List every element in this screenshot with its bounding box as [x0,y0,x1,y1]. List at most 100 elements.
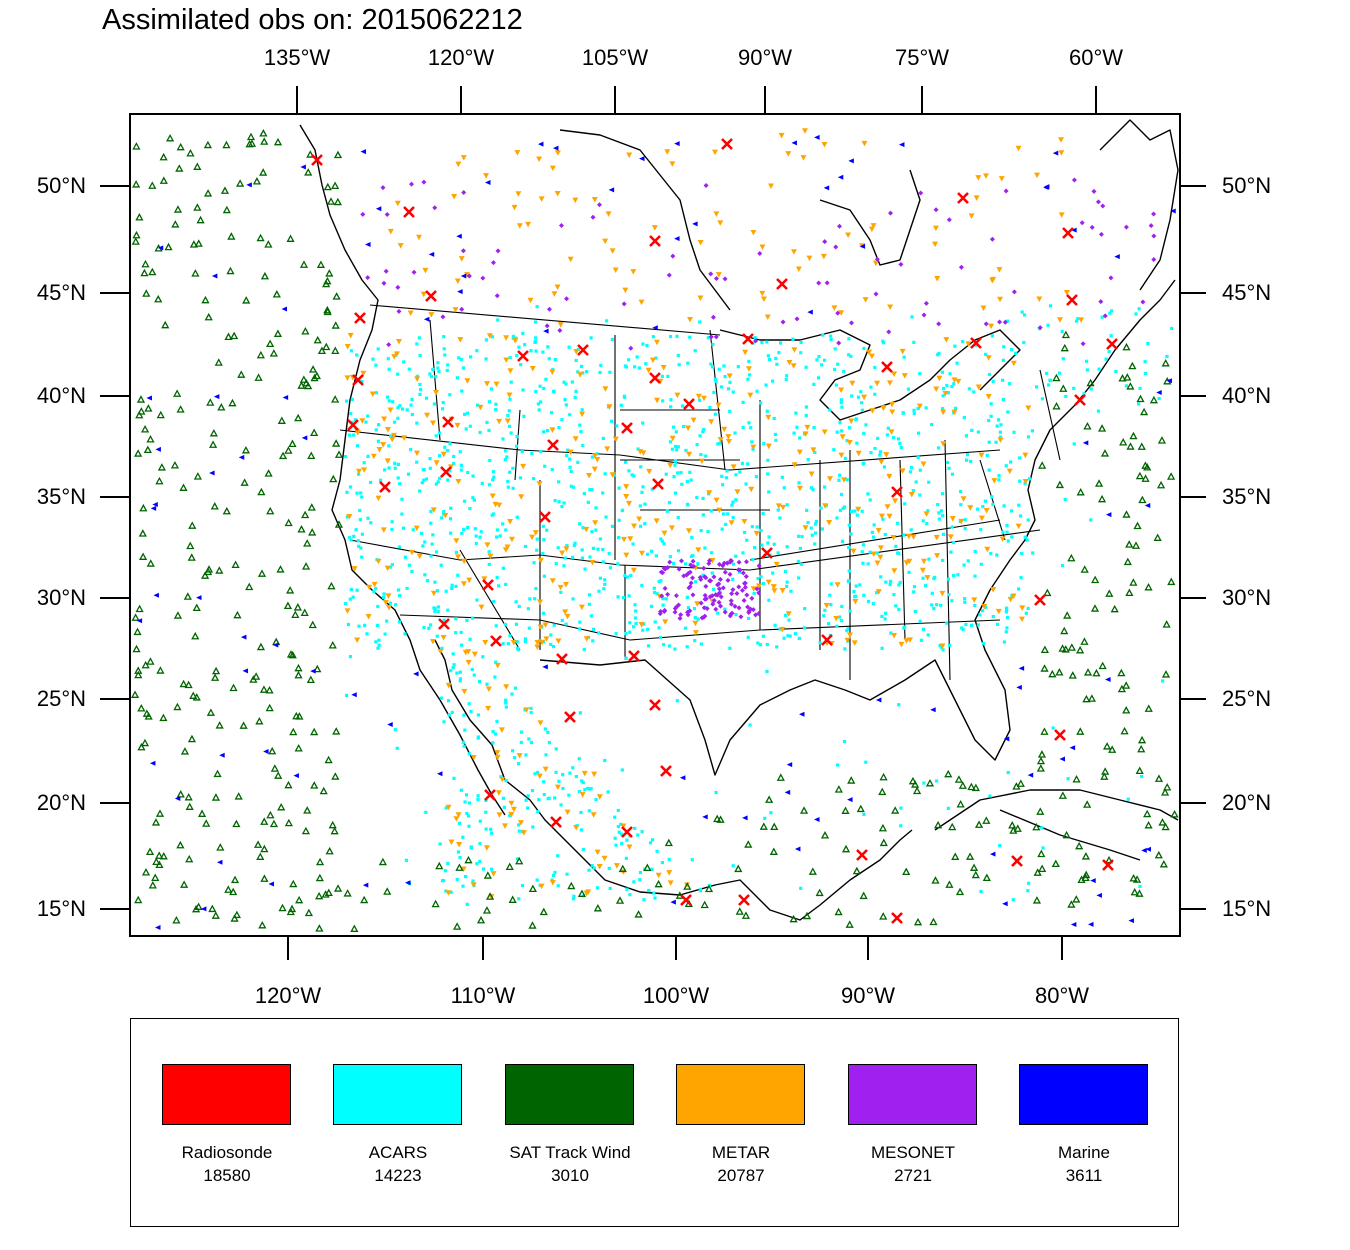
metar-obs [542,766,549,773]
acars-obs [784,377,788,382]
sat-wind-obs [1149,395,1158,404]
sat-wind-obs [146,434,155,443]
acars-obs [553,796,557,800]
sat-wind-obs [1082,870,1091,879]
acars-obs [517,829,521,833]
acars-obs [653,620,657,624]
acars-obs [587,809,591,813]
acars-obs [507,409,511,413]
acars-obs [433,580,437,584]
metar-obs [745,366,752,372]
sat-wind-obs [618,864,627,873]
mesonet-obs [666,272,672,278]
acars-obs [766,458,770,462]
metar-obs [380,527,387,533]
marine-obs [423,316,430,322]
acars-obs [651,335,655,339]
marine-obs [362,882,369,888]
acars-obs [743,530,747,535]
acars-obs [526,607,530,611]
sat-wind-obs [249,675,258,683]
sat-wind-obs [1122,706,1131,714]
sat-wind-obs [186,541,195,550]
metar-obs [440,451,447,458]
metar-obs [623,552,630,559]
acars-obs [561,773,565,777]
acars-obs [574,774,579,779]
sat-wind-obs [254,373,263,381]
acars-obs [634,621,638,625]
acars-obs [461,366,466,370]
acars-obs [955,361,959,365]
sat-wind-obs [253,840,263,848]
sat-wind-obs [1160,788,1170,796]
acars-obs [799,886,803,890]
acars-obs [506,485,510,489]
acars-obs [987,372,992,377]
sat-wind-obs [193,203,202,211]
marine-obs [1144,503,1151,509]
radiosonde-obs [556,653,568,665]
acars-obs [559,803,563,807]
acars-obs [640,830,644,834]
acars-obs [485,420,489,425]
acars-obs [794,411,798,415]
metar-obs [888,401,895,408]
acars-obs [592,866,596,870]
marine-obs [300,164,306,170]
acars-obs [459,463,464,467]
acars-obs [436,610,440,614]
acars-obs [382,592,386,596]
sat-wind-obs [1043,588,1052,597]
acars-obs [464,793,469,797]
sat-wind-obs [1133,521,1142,530]
metar-obs [806,255,813,262]
metar-obs [557,322,564,328]
marine-obs [216,859,223,865]
acars-obs [1140,774,1144,779]
acars-obs [828,408,832,412]
metar-obs [855,506,862,513]
acars-obs [829,334,833,338]
acars-obs [1041,846,1045,850]
axis-ticks [100,86,1206,960]
acars-obs [541,524,545,528]
metar-obs [653,339,660,346]
metar-obs [389,436,396,443]
sat-wind-obs [528,921,537,929]
acars-obs [504,582,508,587]
acars-obs [484,357,488,361]
sat-wind-obs [1080,637,1089,645]
sat-wind-obs [1036,764,1045,772]
acars-obs [551,367,555,372]
metar-obs [973,195,980,201]
acars-obs [387,399,391,403]
acars-obs [630,473,634,477]
acars-obs [608,370,612,374]
marine-obs [484,180,491,186]
acars-obs [1006,539,1010,543]
acars-obs [455,376,459,380]
sat-wind-obs [878,823,888,832]
metar-obs [622,287,629,294]
acars-obs [795,425,799,429]
metar-obs [855,450,862,457]
sat-wind-obs [187,734,197,743]
acars-obs [838,421,842,425]
mesonet-obs [662,585,668,591]
metar-obs [529,534,536,541]
acars-obs [1022,313,1027,317]
acars-obs [402,360,406,364]
sat-wind-obs [455,863,464,871]
acars-obs [1137,402,1141,406]
metar-obs [430,507,437,513]
acars-obs [442,335,446,339]
mesonet-obs [708,334,714,340]
metar-obs [695,547,702,553]
sat-wind-obs [173,389,182,397]
coastline [434,639,913,921]
acars-obs [806,520,810,525]
metar-obs [445,890,452,896]
metar-obs [433,390,440,396]
acars-obs [766,354,770,358]
